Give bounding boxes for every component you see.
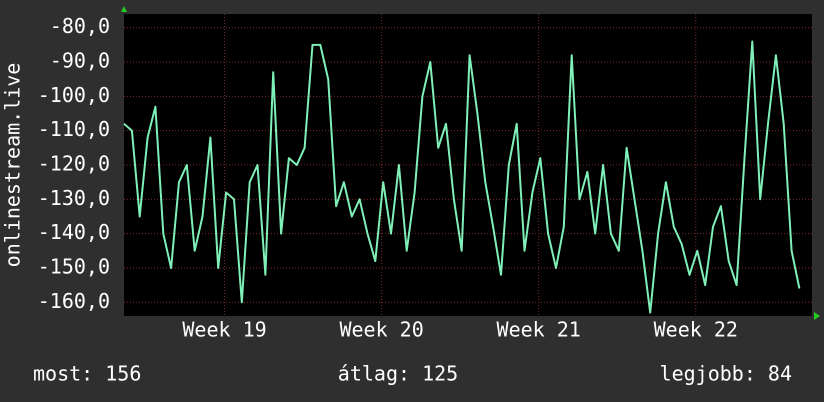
y-tick-label: -140,0 bbox=[38, 220, 110, 244]
data-line bbox=[123, 40, 801, 314]
y-tick-label: -150,0 bbox=[38, 254, 110, 278]
y-tick-label: -100,0 bbox=[38, 83, 110, 107]
y-tick-label: -160,0 bbox=[38, 289, 110, 313]
footer-current: most: 156 bbox=[33, 362, 141, 386]
y-axis-title: onlinestream.live bbox=[1, 63, 25, 268]
y-tick-label: -80,0 bbox=[50, 14, 110, 38]
plot-area bbox=[124, 14, 812, 316]
y-tick-label: -120,0 bbox=[38, 152, 110, 176]
x-tick-label: Week 22 bbox=[654, 318, 738, 342]
x-tick-label: Week 21 bbox=[497, 318, 581, 342]
axis-arrow bbox=[814, 312, 820, 320]
y-tick-label: -90,0 bbox=[50, 49, 110, 73]
footer-average: átlag: 125 bbox=[338, 362, 458, 386]
x-tick-label: Week 20 bbox=[339, 318, 423, 342]
axis-arrow bbox=[121, 6, 127, 12]
y-tick-label: -110,0 bbox=[38, 117, 110, 141]
y-tick-label: -130,0 bbox=[38, 186, 110, 210]
x-tick-label: Week 19 bbox=[182, 318, 266, 342]
footer-best: legjobb: 84 bbox=[660, 362, 792, 386]
